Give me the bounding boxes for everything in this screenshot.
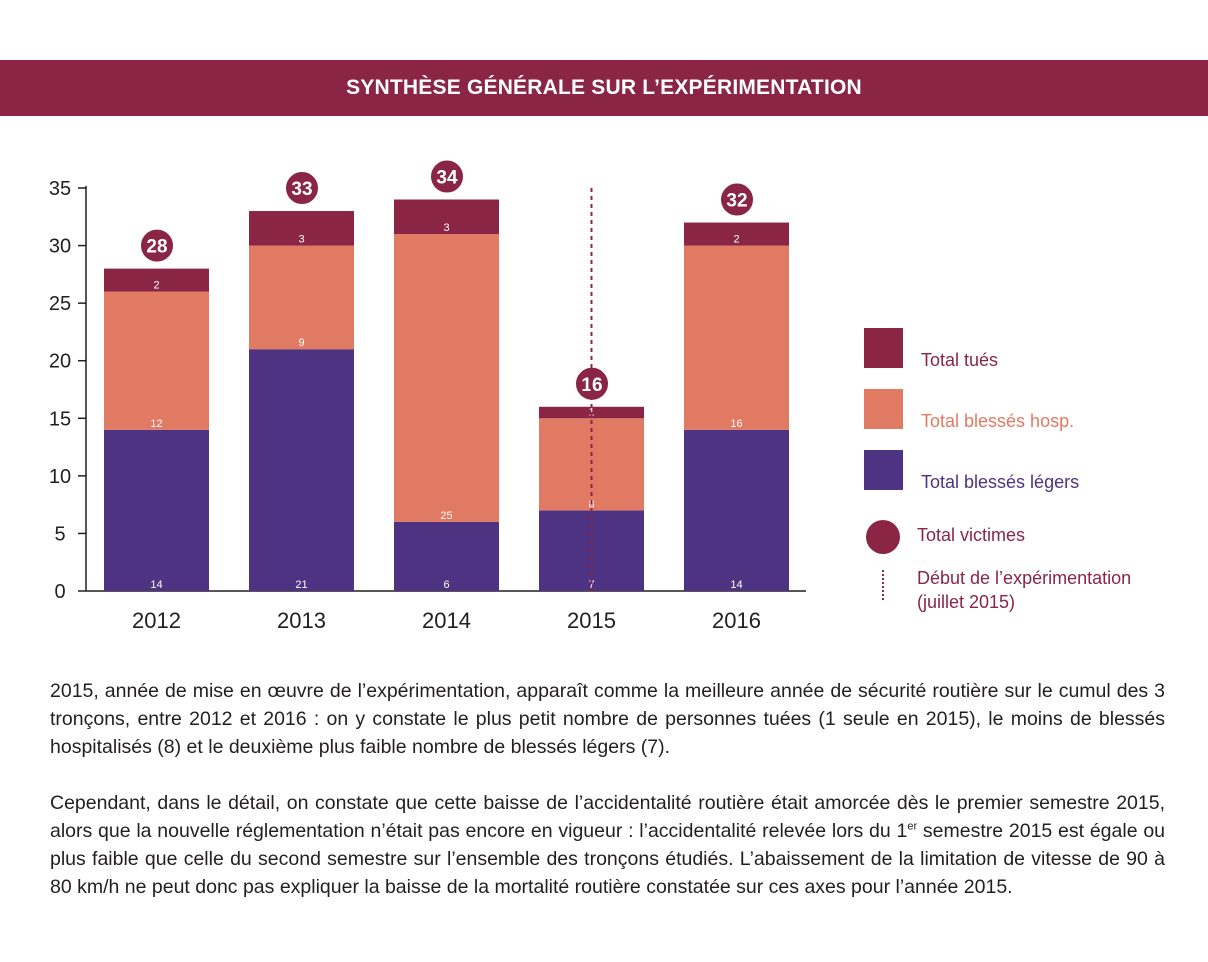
data-label: 3 xyxy=(298,234,304,246)
bar-segment xyxy=(539,418,644,511)
legend-item-experimentation: Début de l’expérimentation (juillet 2015… xyxy=(864,566,1204,616)
paragraph-detail-line: semestre 2015, alors que la nouvelle rég… xyxy=(50,792,1166,842)
data-label: 7 xyxy=(588,579,594,591)
bar-segment xyxy=(104,291,209,430)
paragraph-summary-line: seule en 2015), le moins de blessés hosp… xyxy=(50,708,1166,758)
paragraph-detail: Cependant, dans le détail, on constate q… xyxy=(50,789,1165,901)
bar-segment xyxy=(684,222,789,246)
bar-segment xyxy=(394,199,499,235)
section-banner: SYNTHÈSE GÉNÉRALE SUR L’EXPÉRIMENTATION xyxy=(0,60,1208,116)
total-bubble xyxy=(719,181,755,218)
y-tick-label: 20 xyxy=(49,351,71,373)
paragraph-summary-line: 2015, année de mise en œuvre de l’expéri… xyxy=(50,680,999,702)
legend-swatch-legers xyxy=(864,450,903,490)
y-tick-label: 30 xyxy=(49,236,71,258)
total-bubble xyxy=(139,227,175,264)
x-tick-label: 2012 xyxy=(132,608,181,633)
data-label: 12 xyxy=(150,418,162,430)
paragraph-detail-line: étudiés. L’abaissement de la limitation … xyxy=(50,848,1165,898)
bar-segment xyxy=(249,211,354,246)
bar-segment xyxy=(684,429,789,591)
legend-label-experimentation: Début de l’expérimentation (juillet 2015… xyxy=(917,566,1131,614)
y-tick-label: 10 xyxy=(49,466,71,488)
total-label: 28 xyxy=(146,237,167,258)
total-label: 34 xyxy=(436,168,458,189)
section-title: SYNTHÈSE GÉNÉRALE SUR L’EXPÉRIMENTATION xyxy=(346,76,862,99)
superscript-er: er xyxy=(907,820,918,833)
paragraph-detail-line-pre: lors du 1 xyxy=(831,820,908,842)
bar-segment xyxy=(684,245,789,430)
y-tick-label: 15 xyxy=(49,408,71,430)
paragraph-summary-line: sur le cumul des 3 tronçons, entre 2012 … xyxy=(50,680,1166,730)
paragraph-summary: 2015, année de mise en œuvre de l’expéri… xyxy=(50,677,1165,761)
data-label: 2 xyxy=(733,234,739,246)
y-tick-label: 35 xyxy=(49,178,71,200)
legend-item-legers: Total blessés légers xyxy=(864,450,1204,492)
legend-label-victimes: Total victimes xyxy=(917,525,1026,545)
bar-segment xyxy=(104,268,209,292)
legend-item-tues: Total tués xyxy=(864,328,1204,370)
paragraph-detail-line: mortalité routière constatée sur ces axe… xyxy=(494,876,1013,898)
bar-segment xyxy=(394,234,499,522)
x-tick-label: 2016 xyxy=(712,608,761,633)
data-label: 9 xyxy=(298,337,304,349)
x-tick-label: 2014 xyxy=(422,608,471,633)
total-label: 32 xyxy=(726,191,747,212)
data-label: 14 xyxy=(150,579,162,591)
legend-dot-victimes xyxy=(866,520,900,554)
data-label: 21 xyxy=(295,579,307,591)
total-bubble xyxy=(429,158,465,195)
y-tick-label: 5 xyxy=(54,523,65,545)
legend-label-tues: Total tués xyxy=(921,350,999,370)
total-label: 33 xyxy=(291,179,312,200)
data-label: 3 xyxy=(443,222,449,234)
data-label: 6 xyxy=(443,579,449,591)
legend-swatch-hosp xyxy=(864,389,903,429)
data-label: 2 xyxy=(153,280,159,292)
data-label: 25 xyxy=(440,510,452,522)
bar-segment xyxy=(249,349,354,591)
total-bubble xyxy=(284,170,320,207)
data-label: 16 xyxy=(730,418,742,430)
bar-segment xyxy=(104,429,209,591)
legend-swatch-tues xyxy=(864,328,903,368)
legend-label-legers: Total blessés légers xyxy=(921,472,1080,492)
bar-segment xyxy=(394,521,499,591)
legend-item-victimes: Total victimes xyxy=(864,520,1204,562)
legend-item-hosp: Total blessés hosp. xyxy=(864,389,1204,431)
bar-segment xyxy=(249,245,354,350)
y-tick-label: 0 xyxy=(54,581,65,603)
paragraph-detail-line: Cependant, dans le détail, on constate q… xyxy=(50,792,1023,814)
y-tick-label: 25 xyxy=(49,293,71,315)
legend-label-hosp: Total blessés hosp. xyxy=(921,411,1075,431)
total-label: 16 xyxy=(581,375,602,396)
legend-label-experimentation-line1: Début de l’expérimentation xyxy=(917,568,1132,588)
x-tick-label: 2015 xyxy=(567,608,616,633)
legend-label-experimentation-line2: (juillet 2015) xyxy=(917,592,1016,612)
stacked-bar-chart: 0510152025303514122282012219333201362533… xyxy=(49,158,806,633)
x-tick-label: 2013 xyxy=(277,608,326,633)
data-label: 8 xyxy=(588,498,594,510)
paragraph-detail-line-post: semestre 2015 est égale ou plus faible q… xyxy=(50,820,1166,870)
data-label: 14 xyxy=(730,579,742,591)
legend-dotted-line-icon xyxy=(882,570,884,600)
